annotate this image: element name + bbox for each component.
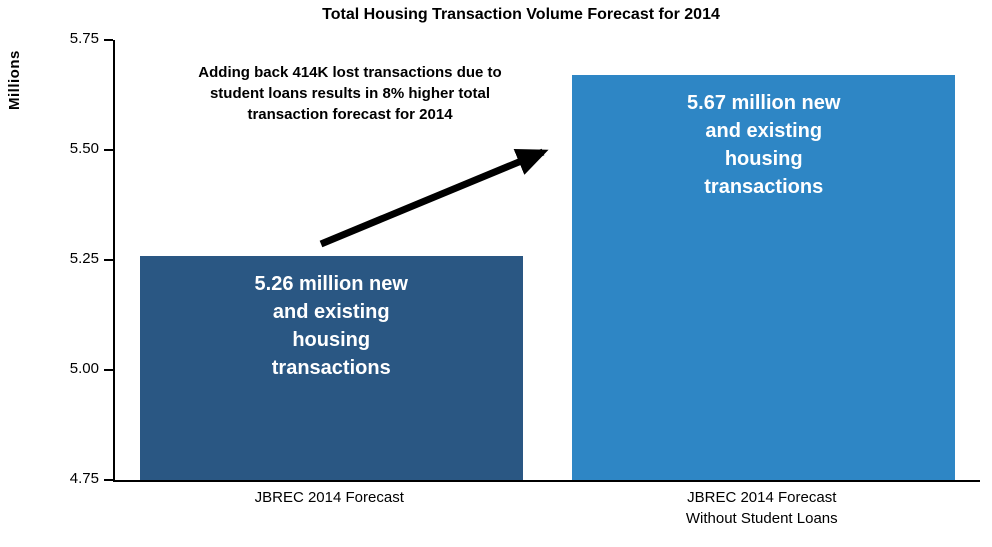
- y-tick: [104, 479, 113, 481]
- y-axis-title: Millions: [6, 50, 23, 110]
- y-tick: [104, 39, 113, 41]
- bar-value-label: 5.26 million new and existing housing tr…: [254, 272, 408, 379]
- y-tick-label: 5.50: [69, 140, 99, 157]
- bar-value-label: 5.67 million new and existing housing tr…: [687, 92, 841, 199]
- plot-area: Adding back 414K lost transactions due t…: [70, 30, 980, 487]
- y-tick-label: 5.75: [69, 30, 99, 47]
- y-tick-label: 5.00: [69, 360, 99, 377]
- x-axis-label: JBREC 2014 Forecast Without Student Loan…: [685, 489, 838, 527]
- bar: 5.67 million new and existing housing tr…: [572, 75, 956, 480]
- bar: 5.26 million new and existing housing tr…: [139, 255, 523, 480]
- y-tick-label: 4.75: [69, 470, 99, 487]
- chart-title: Total Housing Transaction Volume Forecas…: [322, 6, 720, 23]
- y-tick-label: 5.25: [69, 250, 99, 267]
- y-tick: [104, 369, 113, 371]
- x-axis-label: JBREC 2014 Forecast: [254, 489, 404, 506]
- y-tick: [104, 259, 113, 261]
- y-tick: [104, 149, 113, 151]
- annotation-text: Adding back 414K lost transactions due t…: [198, 64, 502, 123]
